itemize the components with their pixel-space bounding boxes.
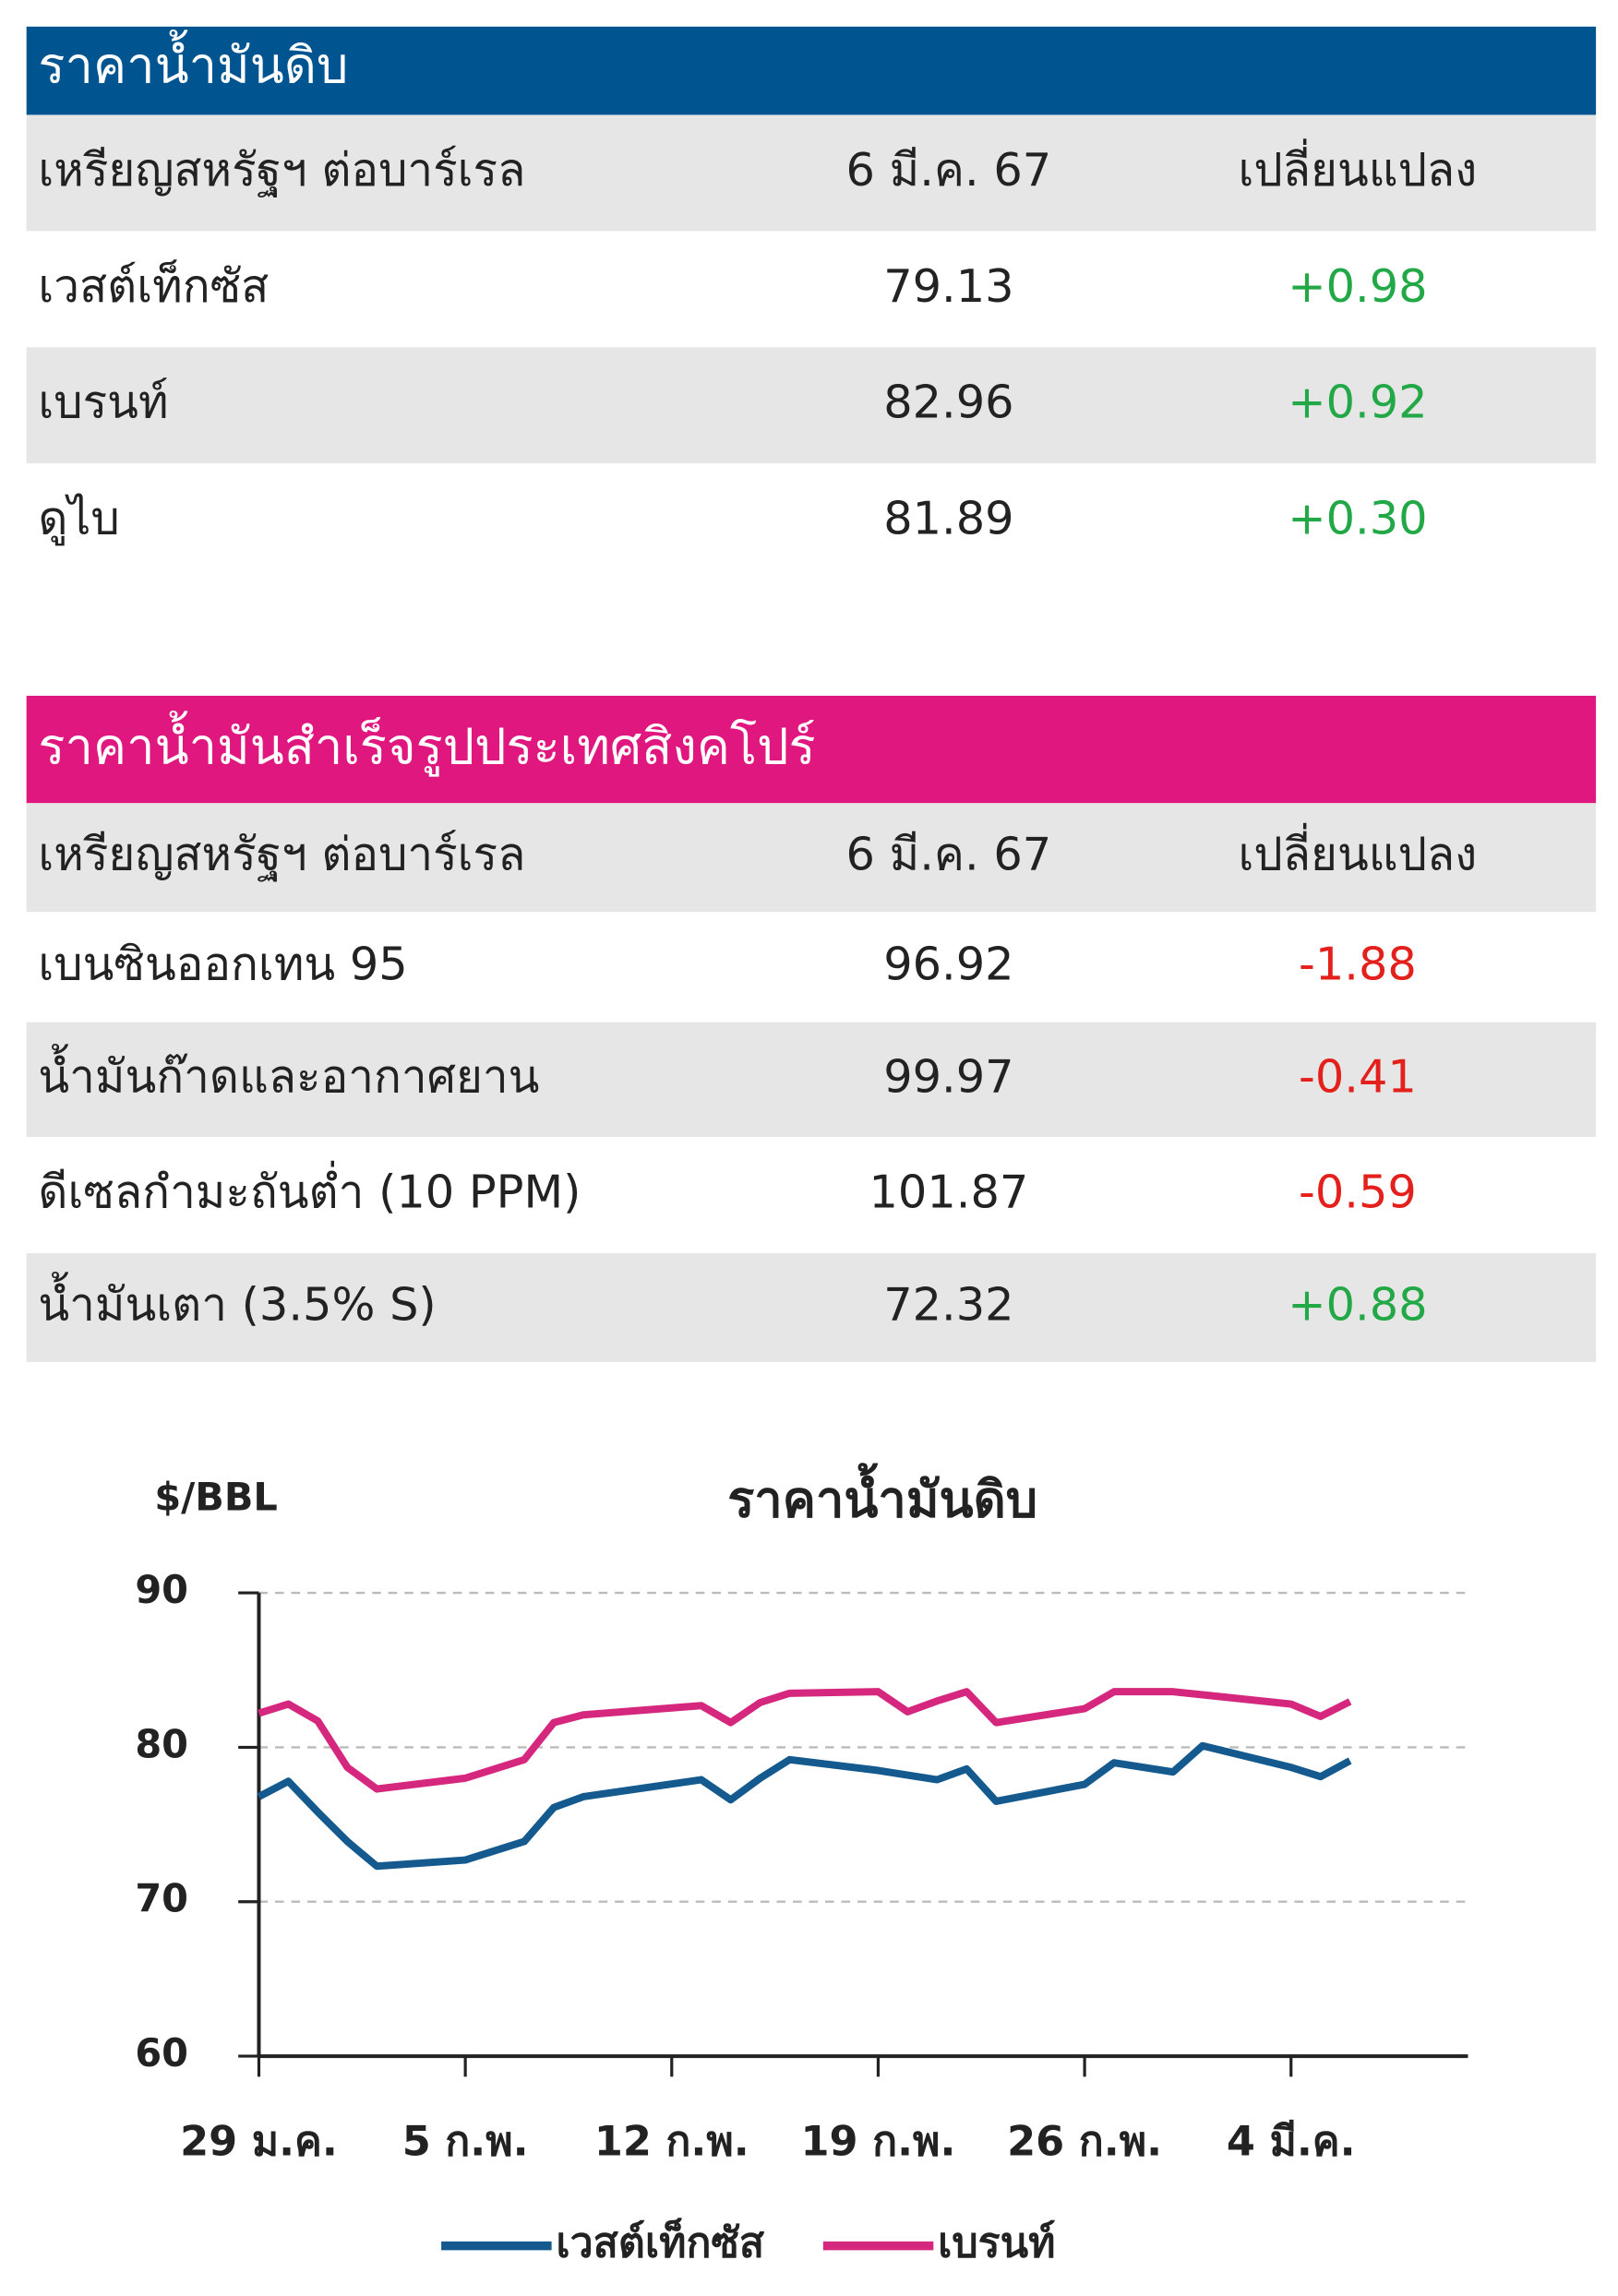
cell: +0.88 xyxy=(1288,1277,1427,1331)
cell: 82.96 xyxy=(883,376,1013,429)
cell: น้ำมันเตา (3.5% S) xyxy=(38,1271,436,1331)
row-bg xyxy=(26,803,1597,913)
cell: -0.59 xyxy=(1299,1165,1417,1218)
row-bg xyxy=(26,114,1597,232)
header-cell: เหรียญสหรัฐฯ ต่อบาร์เรล xyxy=(38,828,525,882)
row-bg xyxy=(26,347,1597,464)
header-cell: 6 มี.ค. 67 xyxy=(846,143,1052,197)
cell: ดูไบ xyxy=(38,492,119,546)
cell: -1.88 xyxy=(1299,937,1417,990)
cell: เวสต์เท็กซัส xyxy=(38,259,269,313)
header-cell: เหรียญสหรัฐฯ ต่อบาร์เรล xyxy=(38,143,525,197)
x-tick-label: 26 ก.พ. xyxy=(1007,2118,1162,2166)
y-tick-label: 80 xyxy=(135,1722,188,1766)
cell: ดีเซลกำมะถันต่ำ (10 PPM) xyxy=(38,1160,581,1218)
y-tick-label: 60 xyxy=(135,2031,188,2075)
series-line xyxy=(257,1741,1352,1871)
cell: -0.41 xyxy=(1299,1049,1417,1103)
chart-title: ราคาน้ำมันดิบ xyxy=(727,1463,1037,1529)
cell: 72.32 xyxy=(883,1277,1013,1331)
legend-label: เบรนท์ xyxy=(938,2219,1055,2267)
header-cell: เปลี่ยนแปลง xyxy=(1239,138,1478,197)
cell: น้ำมันก๊าดและอากาศยาน xyxy=(38,1043,539,1103)
x-tick-label: 19 ก.พ. xyxy=(800,2118,955,2166)
table2-title: ราคาน้ำมันสำเร็จรูปประเทศสิงคโปร์ xyxy=(38,711,815,777)
y-axis-label: $/BBL xyxy=(154,1476,278,1520)
y-tick-label: 90 xyxy=(135,1568,188,1612)
row-bg xyxy=(26,1022,1597,1138)
cell: +0.98 xyxy=(1288,259,1427,313)
series-line xyxy=(258,1688,1352,1793)
x-tick-label: 5 ก.พ. xyxy=(402,2118,529,2166)
cell: +0.92 xyxy=(1288,376,1427,429)
cell: เบรนท์ xyxy=(38,376,168,429)
cell: +0.30 xyxy=(1288,492,1427,545)
x-tick-label: 29 ม.ค. xyxy=(180,2118,338,2166)
table1-title: ราคาน้ำมันดิบ xyxy=(38,30,348,95)
table2-header-bar xyxy=(26,695,1597,804)
header-cell: เปลี่ยนแปลง xyxy=(1239,823,1478,881)
legend-label: เวสต์เท็กซัส xyxy=(556,2218,764,2267)
x-tick-label: 12 ก.พ. xyxy=(594,2118,749,2166)
cell: 99.97 xyxy=(883,1049,1013,1103)
x-tick-label: 4 มี.ค. xyxy=(1227,2118,1356,2166)
cell: 79.13 xyxy=(883,259,1013,313)
cell: เบนซินออกเทน 95 xyxy=(38,937,407,990)
cell: 96.92 xyxy=(883,937,1013,990)
cell: 101.87 xyxy=(869,1165,1028,1218)
header-cell: 6 มี.ค. 67 xyxy=(846,828,1052,881)
y-tick-label: 70 xyxy=(135,1877,188,1921)
cell: 81.89 xyxy=(883,492,1013,545)
row-bg xyxy=(26,1252,1597,1362)
table1-header-bar xyxy=(26,26,1597,115)
